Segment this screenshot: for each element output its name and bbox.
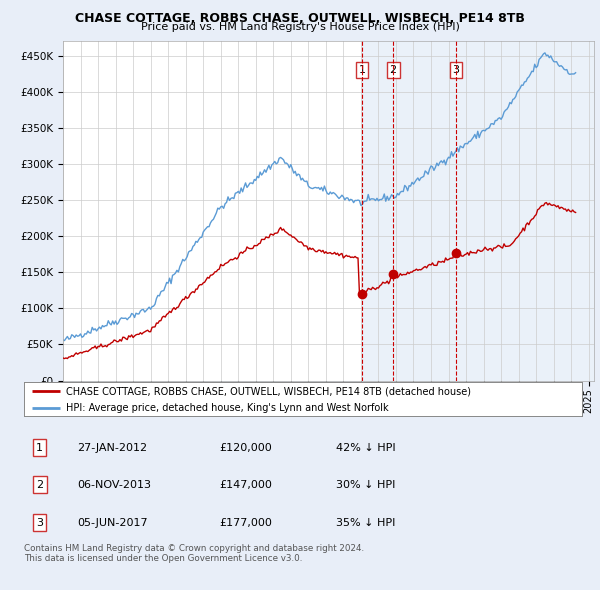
Text: 05-JUN-2017: 05-JUN-2017: [77, 517, 148, 527]
Text: £177,000: £177,000: [220, 517, 272, 527]
Text: 1: 1: [359, 65, 365, 75]
Text: Price paid vs. HM Land Registry's House Price Index (HPI): Price paid vs. HM Land Registry's House …: [140, 22, 460, 32]
Text: 3: 3: [36, 517, 43, 527]
Text: 3: 3: [452, 65, 460, 75]
Text: Contains HM Land Registry data © Crown copyright and database right 2024.
This d: Contains HM Land Registry data © Crown c…: [24, 544, 364, 563]
Text: HPI: Average price, detached house, King's Lynn and West Norfolk: HPI: Average price, detached house, King…: [66, 404, 388, 414]
Text: 42% ↓ HPI: 42% ↓ HPI: [337, 443, 396, 453]
Text: 27-JAN-2012: 27-JAN-2012: [77, 443, 147, 453]
Text: 06-NOV-2013: 06-NOV-2013: [77, 480, 151, 490]
Text: 2: 2: [36, 480, 43, 490]
Text: £147,000: £147,000: [220, 480, 272, 490]
Bar: [362, 41, 594, 381]
Text: 1: 1: [36, 443, 43, 453]
Text: 2: 2: [389, 65, 397, 75]
Text: CHASE COTTAGE, ROBBS CHASE, OUTWELL, WISBECH, PE14 8TB (detached house): CHASE COTTAGE, ROBBS CHASE, OUTWELL, WIS…: [66, 386, 471, 396]
Text: 35% ↓ HPI: 35% ↓ HPI: [337, 517, 396, 527]
Text: £120,000: £120,000: [220, 443, 272, 453]
Text: CHASE COTTAGE, ROBBS CHASE, OUTWELL, WISBECH, PE14 8TB: CHASE COTTAGE, ROBBS CHASE, OUTWELL, WIS…: [75, 12, 525, 25]
Text: 30% ↓ HPI: 30% ↓ HPI: [337, 480, 396, 490]
